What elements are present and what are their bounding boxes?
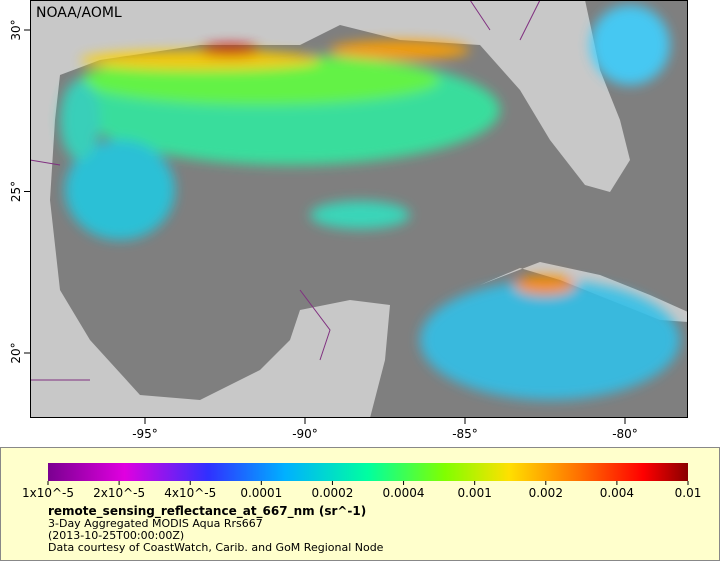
axis-ticks: -95° -90° -85° -80° 30° 25° 20° [9,19,638,441]
borders [30,0,541,381]
colorbar-tick-label: 0.0002 [311,486,353,500]
colorbar-tick-label: 0.0004 [383,486,425,500]
colorbar [48,463,688,481]
colorbar-tick-label: 0.01 [675,486,702,500]
lat-tick-label: 20° [9,342,23,363]
colorbar-tick-label: 0.0001 [240,486,282,500]
reflectance-field [60,5,680,400]
lon-tick-label: -80° [612,427,638,441]
colorbar-ticks: 1x10^-5 2x10^-5 4x10^-5 0.0001 0.0002 0.0004 0… [22,481,701,500]
colorbar-tick-label: 0.004 [600,486,634,500]
colorbar-tick-label: 2x10^-5 [93,486,145,500]
caption-product: 3-Day Aggregated MODIS Aqua Rrs667 [48,517,263,530]
caption-time: (2013-10-25T00:00:00Z) [48,529,184,542]
caption-variable: remote_sensing_reflectance_at_667_nm (sr… [48,504,366,519]
credit: NOAA/AOML [36,5,122,21]
colorbar-tick-label: 0.001 [457,486,491,500]
lon-tick-label: -90° [292,427,318,441]
lat-tick-label: 25° [9,181,23,202]
colorbar-tick-label: 4x10^-5 [164,486,216,500]
caption-source: Data courtesy of CoastWatch, Carib. and … [48,541,384,554]
colorbar-tick-label: 0.002 [529,486,563,500]
lat-tick-label: 30° [9,19,23,40]
lon-tick-label: -85° [452,427,478,441]
lon-tick-label: -95° [132,427,158,441]
map-frame [30,0,688,418]
map-area [30,0,688,418]
colorbar-tick-label: 1x10^-5 [22,486,74,500]
